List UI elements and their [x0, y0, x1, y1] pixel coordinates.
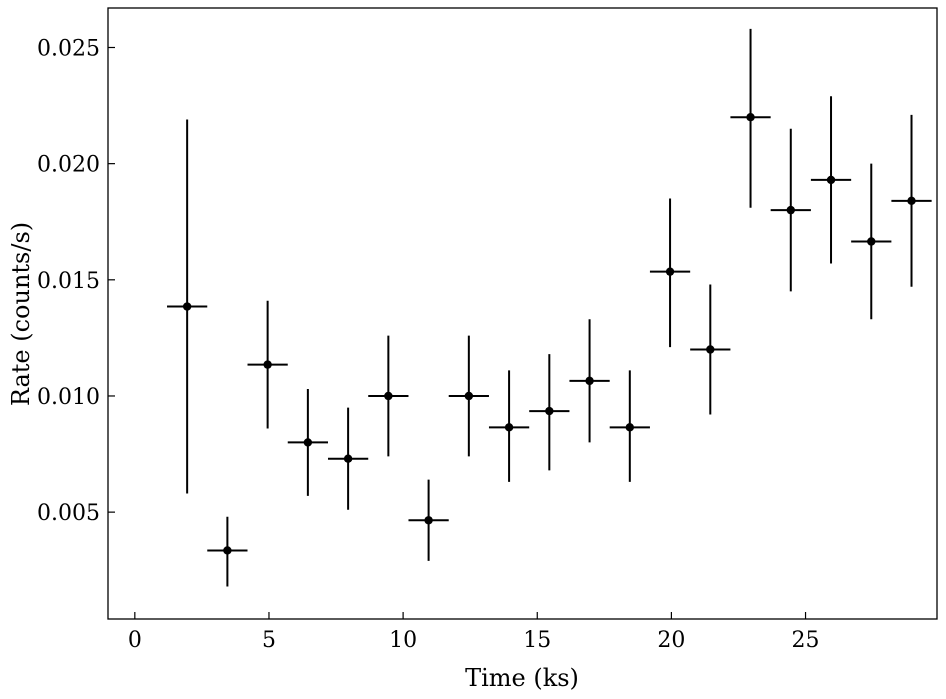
x-tick-label: 10	[389, 628, 417, 653]
data-marker	[665, 267, 675, 276]
x-tick-label: 5	[262, 628, 276, 653]
x-axis-label: Time (ks)	[465, 664, 579, 692]
data-point	[770, 128, 811, 292]
data-point	[327, 407, 369, 510]
data-point	[448, 335, 489, 457]
data-marker	[786, 205, 795, 215]
y-axis-ticks: 0.005 0.010 0.015 0.020 0.025	[37, 36, 115, 526]
y-tick-label: 0.005	[37, 501, 100, 526]
data-point	[488, 370, 530, 482]
data-marker	[545, 406, 554, 416]
data-point	[810, 96, 852, 264]
data-point	[247, 300, 288, 429]
y-tick-label: 0.025	[37, 36, 100, 61]
x-tick-label: 0	[128, 628, 142, 653]
data-marker	[826, 175, 836, 185]
data-marker	[182, 302, 192, 311]
y-axis-label: Rate (counts/s)	[7, 222, 35, 406]
data-point	[287, 389, 328, 496]
data-point	[167, 119, 208, 494]
data-marker	[625, 423, 635, 432]
data-marker	[464, 391, 474, 401]
x-tick-label: 15	[523, 628, 551, 653]
data-point	[368, 335, 409, 457]
data-point	[529, 354, 570, 471]
data-point	[569, 319, 610, 443]
data-marker	[907, 196, 916, 206]
data-marker	[343, 454, 353, 463]
data-marker	[303, 438, 313, 447]
data-marker	[867, 237, 876, 246]
data-point	[891, 114, 932, 287]
data-point	[408, 479, 449, 561]
data-marker	[706, 345, 715, 354]
data-point	[851, 163, 892, 320]
data-point	[690, 284, 731, 415]
data-point	[649, 198, 691, 348]
data-point	[609, 370, 650, 482]
data-point	[730, 28, 771, 208]
y-tick-label: 0.010	[37, 385, 100, 410]
y-tick-label: 0.020	[37, 153, 100, 178]
y-tick-label: 0.015	[37, 269, 100, 294]
x-tick-label: 20	[657, 628, 685, 653]
data-point	[207, 516, 248, 587]
data-marker	[424, 516, 433, 525]
plot-frame	[107, 7, 938, 620]
data-marker	[263, 360, 272, 369]
x-axis-ticks: 0 5 10 15 20 25	[128, 612, 820, 653]
data-marker	[384, 391, 393, 401]
data-marker	[504, 423, 514, 432]
data-points	[167, 28, 932, 587]
data-marker	[223, 546, 232, 555]
x-tick-label: 25	[792, 628, 820, 653]
data-marker	[746, 112, 755, 122]
data-marker	[585, 376, 594, 386]
